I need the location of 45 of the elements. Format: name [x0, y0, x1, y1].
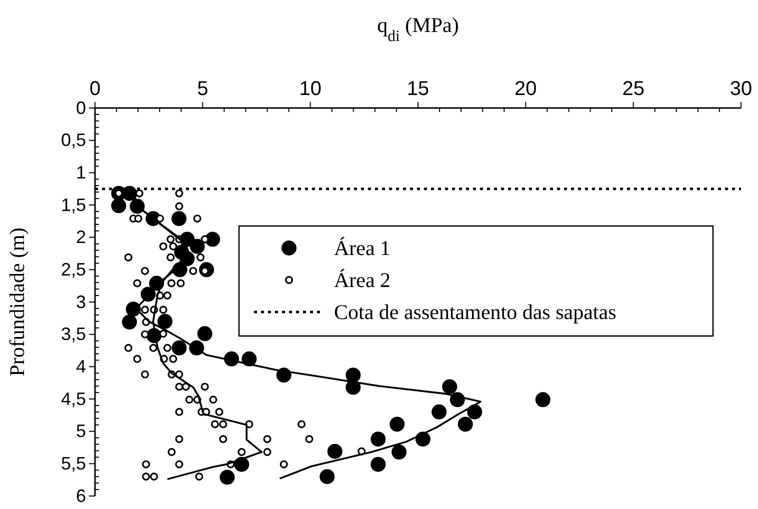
y-tick-label: 5	[76, 421, 86, 442]
point	[327, 444, 342, 459]
point	[432, 404, 447, 420]
x-axis-title: q$_{di}$ (MPa)	[377, 13, 459, 44]
x-tick-label: 30	[730, 78, 752, 100]
point	[171, 211, 186, 226]
y-tick-label: 3	[76, 292, 86, 312]
point	[346, 368, 361, 383]
point	[197, 326, 212, 342]
point	[172, 340, 187, 356]
y-axis-title: Profundidade (m)	[5, 228, 29, 376]
x-tick-label: 25	[622, 78, 644, 100]
x-tick-label: 5	[197, 78, 208, 100]
point	[370, 456, 386, 472]
y-tick-label: 2,5	[60, 259, 86, 280]
legend-label: Área 2	[334, 268, 391, 292]
point	[320, 469, 335, 484]
y-tick-label: 4,5	[60, 388, 86, 409]
legend-label: Cota de assentamento das sapatas	[334, 300, 616, 324]
y-tick-label: 5,5	[60, 453, 86, 474]
point	[467, 404, 482, 420]
y-tick-label: 1	[76, 162, 86, 182]
legend-label: Área 1	[334, 236, 391, 260]
point	[458, 416, 473, 432]
y-tick-label: 6	[76, 486, 86, 506]
x-tick-label: 15	[406, 78, 430, 100]
y-tick-label: 3,5	[60, 324, 86, 344]
point	[190, 238, 205, 254]
point	[220, 470, 235, 485]
y-tick-label: 2	[76, 227, 86, 248]
point	[111, 198, 126, 214]
point	[390, 416, 405, 432]
x-tick-label: 0	[89, 78, 101, 100]
x-tick-label: 20	[514, 78, 537, 100]
point	[392, 444, 407, 460]
y-tick-label: 1,5	[60, 194, 86, 215]
point	[122, 314, 137, 330]
y-tick-label: 4	[76, 356, 86, 376]
point	[370, 432, 386, 447]
y-tick-label: 0	[76, 98, 86, 118]
point	[157, 314, 172, 329]
point	[442, 379, 458, 394]
point	[535, 392, 550, 408]
x-tick-label: 10	[299, 78, 322, 100]
y-tick-label: 0,5	[60, 130, 86, 150]
